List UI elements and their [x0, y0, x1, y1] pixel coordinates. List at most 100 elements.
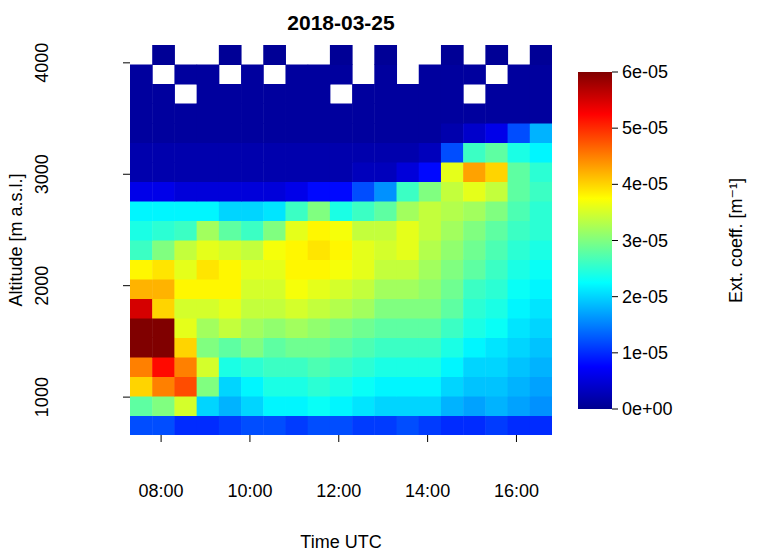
cell: [508, 182, 531, 202]
cell: [352, 338, 375, 358]
cell: [463, 143, 486, 163]
cell: [419, 318, 442, 338]
cell: [219, 260, 242, 280]
cell: [197, 338, 220, 358]
cell: [308, 182, 331, 202]
cell: [241, 240, 264, 260]
cell: [219, 221, 242, 241]
cell: [463, 240, 486, 260]
cell: [241, 299, 264, 319]
cell: [263, 260, 286, 280]
cell: [419, 299, 442, 319]
color-tick: [612, 128, 618, 129]
color-tick: [612, 409, 618, 410]
cell: [397, 162, 420, 182]
cell: [530, 338, 552, 358]
cell: [285, 104, 308, 124]
cell: [308, 396, 331, 416]
cell: [397, 396, 420, 416]
cell: [508, 84, 531, 104]
y-axis-title: Altitude [m a.s.l.]: [6, 173, 26, 306]
cell: [152, 45, 175, 65]
cell: [308, 260, 331, 280]
cell: [485, 182, 508, 202]
cell: [441, 84, 464, 104]
cell: [308, 299, 331, 319]
cell: [463, 318, 486, 338]
cell: [241, 357, 264, 377]
x-tick-label: 12:00: [316, 481, 361, 501]
color-tick-label: 4e-05: [622, 174, 668, 194]
color-tick-label: 3e-05: [622, 231, 668, 251]
cell: [330, 162, 353, 182]
cell: [485, 123, 508, 143]
cell: [463, 221, 486, 241]
cell: [219, 396, 242, 416]
cell: [152, 416, 175, 436]
cell: [152, 182, 175, 202]
cell: [441, 318, 464, 338]
cell: [285, 65, 308, 85]
cell: [374, 162, 397, 182]
cell: [130, 396, 153, 416]
cell: [285, 221, 308, 241]
cell: [174, 123, 197, 143]
cell: [508, 65, 531, 85]
cell: [530, 162, 552, 182]
cell: [174, 182, 197, 202]
y-tick-label: 2000: [32, 266, 52, 306]
cell: [374, 299, 397, 319]
cell: [508, 201, 531, 221]
cell: [263, 396, 286, 416]
cell: [241, 260, 264, 280]
cell: [374, 123, 397, 143]
cell: [463, 338, 486, 358]
cell: [241, 84, 264, 104]
cell: [308, 162, 331, 182]
cell: [330, 201, 353, 221]
cell: [241, 396, 264, 416]
cell: [130, 182, 153, 202]
cell: [174, 221, 197, 241]
cell: [130, 299, 153, 319]
cell: [419, 338, 442, 358]
y-tick: [123, 174, 130, 175]
cell: [197, 182, 220, 202]
cell: [508, 240, 531, 260]
cell: [485, 45, 508, 65]
cell: [374, 416, 397, 436]
cell: [419, 357, 442, 377]
cell: [485, 260, 508, 280]
cell: [152, 279, 175, 299]
cell: [530, 143, 552, 163]
cell: [263, 221, 286, 241]
cell: [130, 65, 153, 85]
cell: [152, 104, 175, 124]
cell: [419, 221, 442, 241]
cell: [285, 182, 308, 202]
cell: [463, 201, 486, 221]
x-tick-label: 08:00: [139, 481, 184, 501]
y-tick: [123, 62, 130, 63]
cell: [374, 338, 397, 358]
cells: [130, 45, 552, 435]
cell: [508, 357, 531, 377]
cell: [308, 357, 331, 377]
cell: [174, 377, 197, 397]
cell: [352, 416, 375, 436]
cell: [219, 279, 242, 299]
cell: [508, 338, 531, 358]
cell: [174, 338, 197, 358]
cell: [152, 123, 175, 143]
cell: [285, 143, 308, 163]
cell: [419, 260, 442, 280]
cell: [219, 201, 242, 221]
x-tick-label: 14:00: [405, 481, 450, 501]
cell: [397, 240, 420, 260]
cell: [330, 143, 353, 163]
cell: [485, 84, 508, 104]
x-tick: [427, 435, 428, 442]
cell: [441, 201, 464, 221]
cell: [152, 338, 175, 358]
color-bar: [578, 72, 612, 409]
